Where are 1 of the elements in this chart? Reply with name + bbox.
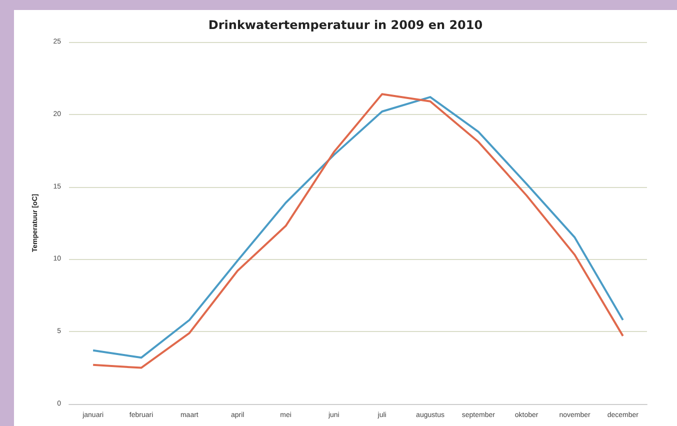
chart-title: Drinkwatertemperatuur in 2009 en 2010 xyxy=(208,18,483,32)
